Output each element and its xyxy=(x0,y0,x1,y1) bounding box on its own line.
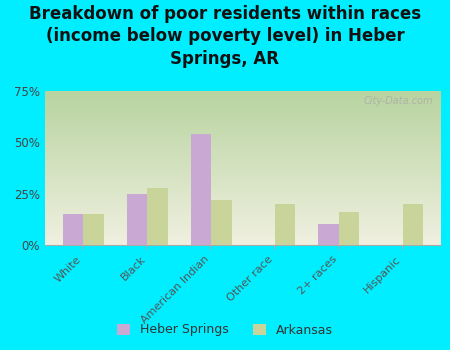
Bar xyxy=(318,224,339,245)
Bar xyxy=(275,204,295,245)
Bar xyxy=(83,214,104,245)
Bar xyxy=(147,188,168,245)
Bar xyxy=(127,194,147,245)
Bar xyxy=(339,212,359,245)
Bar xyxy=(403,204,423,245)
Bar xyxy=(211,200,231,245)
Bar xyxy=(191,134,211,245)
Bar xyxy=(63,214,83,245)
Legend: Heber Springs, Arkansas: Heber Springs, Arkansas xyxy=(113,320,337,340)
Text: City-Data.com: City-Data.com xyxy=(364,96,433,106)
Text: Breakdown of poor residents within races
(income below poverty level) in Heber
S: Breakdown of poor residents within races… xyxy=(29,5,421,68)
